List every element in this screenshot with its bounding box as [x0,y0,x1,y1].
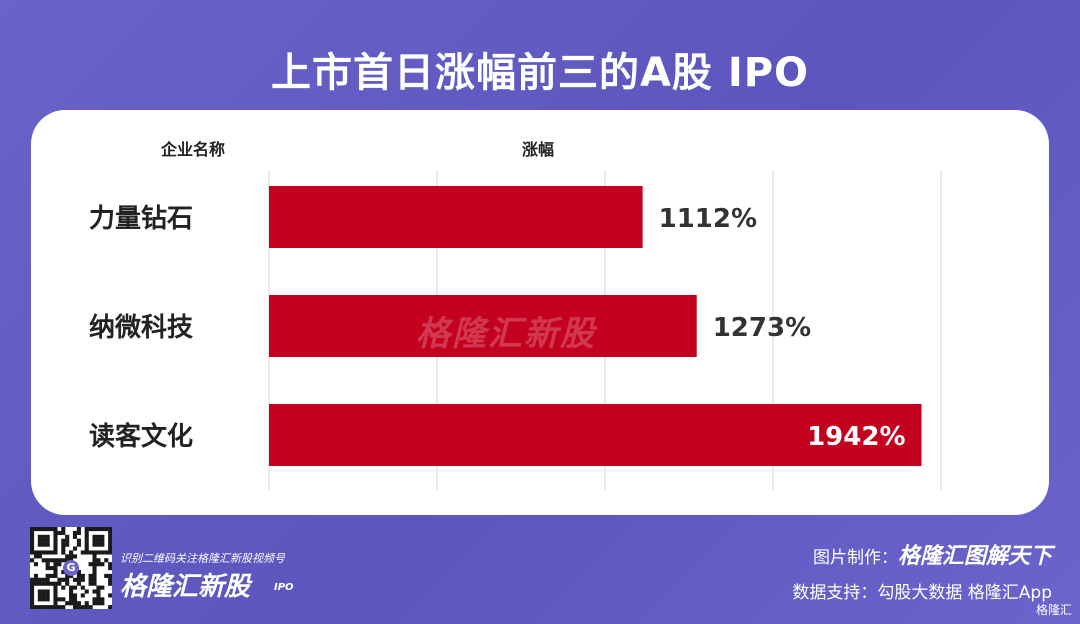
header-gain: 涨幅 [522,140,555,159]
value-label: 1273% [713,313,811,343]
data-credit: 数据支持：勾股大数据 格隆汇App [792,583,1052,603]
category-label: 力量钻石 [89,204,193,234]
page-title: 上市首日涨幅前三的A股 IPO [270,50,810,96]
header-company-name: 企业名称 [161,140,226,159]
image-credit-label: 图片制作： [812,548,898,568]
qr-logo-icon: G [63,560,79,576]
corner-logo: 格隆汇 [1035,603,1072,617]
value-label: 1112% [659,204,757,234]
category-label: 读客文化 [89,421,193,452]
bar [269,404,922,466]
qr-code: G [30,527,113,610]
image-credit: 图片制作：格隆汇图解天下 [813,538,1052,570]
bar [269,186,643,248]
chart-card: 企业名称 涨幅 力量钻石 1112% 纳微科技 1273% 读客文化 1942% 格隆汇新… [31,110,1049,515]
brand-name: 格隆汇新股 [120,572,251,602]
bar [269,295,697,357]
value-label: 1942% [807,422,905,452]
image-credit-brand: 格隆汇图解天下 [897,544,1052,569]
brand-sub: IPO [274,582,294,593]
watermark: 格隆汇新股 [416,314,596,354]
bar-chart: 力量钻石 1112% 纳微科技 1273% 读客文化 1942% [89,170,942,490]
scan-prompt: 识别二维码关注格隆汇新股视频号 [120,552,285,565]
category-label: 纳微科技 [89,312,193,343]
